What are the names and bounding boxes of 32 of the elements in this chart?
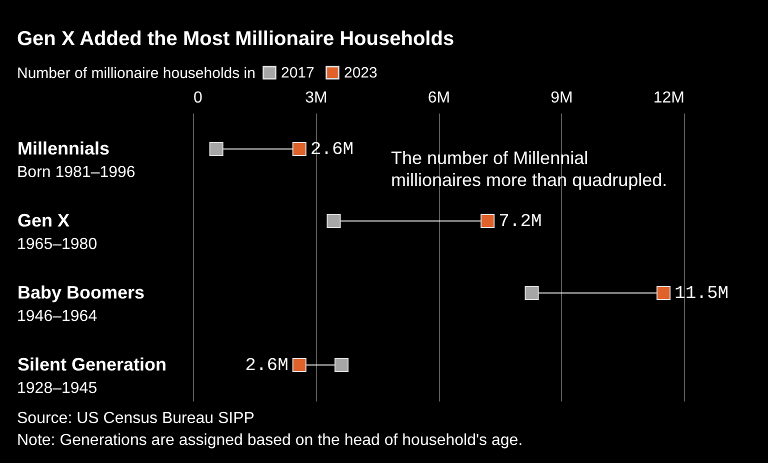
point [326, 214, 341, 228]
point [292, 142, 306, 156]
text: Note: Generations are assigned based on the head of household's age. [17, 432, 523, 449]
text: 1946–1964 [17, 308, 98, 325]
y-tick-label: Baby Boomers [18, 282, 145, 302]
x-tick-label: 3M [305, 90, 328, 106]
point [524, 286, 539, 300]
text: 1928–1945 [17, 380, 98, 397]
chart-title: Gen X Added the Most Millionaire Households [17, 28, 454, 50]
point [480, 214, 495, 228]
annotation: The number of Millennial millionaires more than quadrupled. [391, 148, 668, 190]
source-note: Source: US Census Bureau SIPP [17, 410, 254, 427]
data-label: 11.5M [674, 284, 729, 304]
point [209, 142, 224, 156]
x-tick-label: 12M [653, 90, 684, 106]
text: Born 1981–1996 [17, 164, 136, 181]
legend-title: Number of millionaire households in [17, 65, 256, 82]
x-tick-label: 6M [428, 90, 450, 106]
y-tick-label: Millennials [18, 138, 110, 158]
point [292, 358, 306, 372]
x-tick-label: 0 [194, 90, 202, 106]
y-tick-label: Silent Generation [18, 354, 167, 374]
y-tick-label: Gen X [18, 210, 70, 230]
legend-label: 2023 [344, 64, 378, 82]
data-label: 2.6M [310, 140, 354, 160]
point [656, 286, 671, 300]
legend-label: 2017 [281, 64, 314, 82]
point [334, 358, 349, 372]
data-label: 7.2M [498, 212, 542, 232]
text: 1965–1980 [17, 236, 98, 253]
data-label: 2.6M [245, 356, 288, 376]
x-tick-label: 9M [550, 90, 573, 106]
